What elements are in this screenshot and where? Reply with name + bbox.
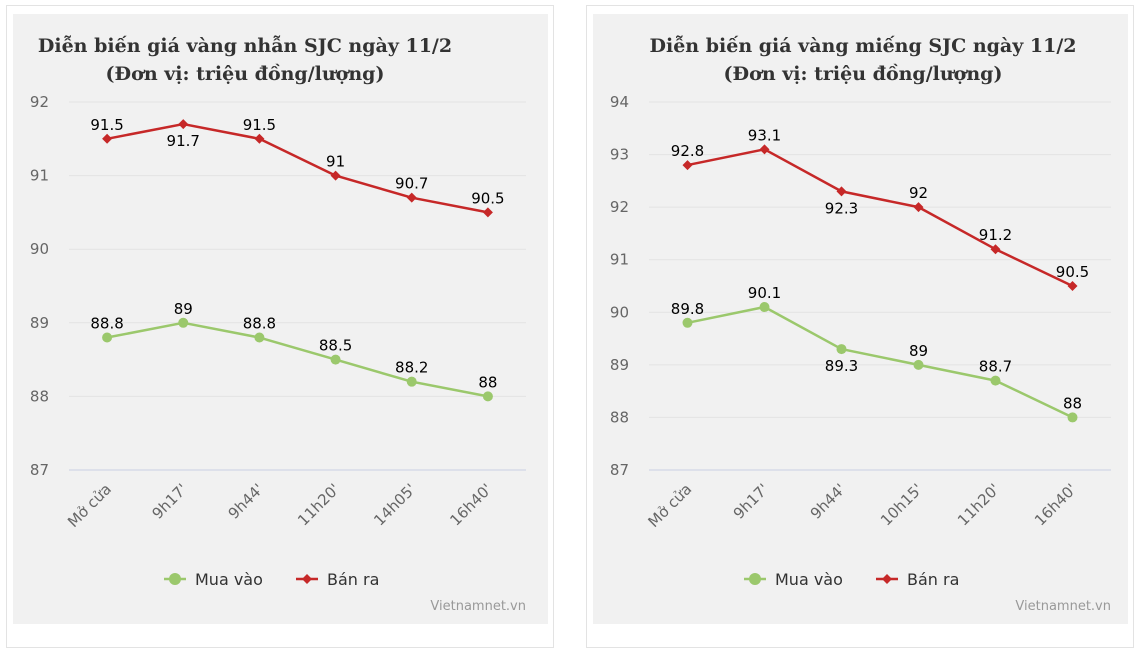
- chart-subtitle: (Đơn vị: triệu đồng/lượng): [724, 63, 1003, 85]
- series-line-mua-vao: [106, 321, 489, 398]
- data-label: 88.5: [319, 337, 352, 355]
- data-label: 89: [909, 342, 928, 360]
- x-tick-label: 9h44': [807, 480, 850, 523]
- data-point: [178, 317, 189, 328]
- legend-item: Mua vào: [775, 570, 843, 589]
- data-point: [836, 186, 847, 197]
- data-point: [682, 317, 693, 328]
- chart-gia-vang-nhan: Diễn biến giá vàng nhẫn SJC ngày 11/2 (Đơ…: [30, 35, 526, 614]
- data-point: [102, 133, 113, 144]
- data-label: 88: [478, 373, 497, 391]
- legend-item: Bán ra: [327, 570, 379, 589]
- legend-marker: [749, 573, 761, 585]
- data-point: [254, 133, 265, 144]
- data-label: 93.1: [748, 126, 781, 144]
- data-label: 88.2: [395, 359, 428, 377]
- data-label: 89.3: [825, 357, 858, 375]
- data-point: [406, 376, 417, 387]
- data-label: 88: [1063, 394, 1082, 412]
- data-point: [759, 302, 770, 313]
- data-point: [102, 332, 113, 343]
- y-tick-label: 88: [30, 387, 49, 405]
- x-tick-label: 11h20': [294, 480, 343, 529]
- data-label: 92.3: [825, 199, 858, 217]
- x-tick-label: 9h44': [225, 480, 268, 523]
- data-label: 89.8: [671, 300, 704, 318]
- legend-marker: [302, 574, 312, 584]
- data-point: [1067, 281, 1078, 291]
- data-label: 90.1: [748, 284, 781, 302]
- x-tick-label: Mở cửa: [645, 480, 696, 531]
- y-tick-label: 93: [610, 146, 629, 164]
- series-line-mua-vao: [687, 305, 1074, 419]
- x-tick-label: 10h15': [877, 480, 926, 529]
- legend-item: Mua vào: [195, 570, 263, 589]
- x-tick-label: 14h05': [370, 480, 419, 529]
- chart-panel-nhan: Diễn biến giá vàng nhẫn SJC ngày 11/2 (Đơ…: [6, 5, 554, 648]
- chart-background: [593, 14, 1128, 624]
- data-point: [682, 160, 693, 171]
- legend-marker: [169, 573, 181, 585]
- y-tick-label: 89: [30, 314, 49, 332]
- credit-text: Vietnamnet.vn: [430, 599, 526, 614]
- data-point: [482, 391, 493, 402]
- data-point: [913, 359, 924, 370]
- chart-gia-vang-mieng: Diễn biến giá vàng miếng SJC ngày 11/2 (Đ…: [610, 35, 1111, 614]
- data-label: 91: [326, 153, 345, 171]
- data-label: 92.8: [671, 142, 704, 160]
- x-tick-label: 9h17': [730, 480, 773, 523]
- data-label: 90.5: [471, 189, 504, 207]
- data-label: 88.7: [979, 358, 1012, 376]
- series-line-ban-ra: [106, 122, 489, 214]
- data-label: 89: [174, 300, 193, 318]
- y-tick-label: 90: [610, 303, 629, 321]
- y-tick-label: 92: [610, 198, 629, 216]
- data-label: 91.5: [243, 116, 276, 134]
- y-tick-label: 89: [610, 356, 629, 374]
- data-point: [759, 144, 770, 155]
- chart-panel-mieng: Diễn biến giá vàng miếng SJC ngày 11/2 (Đ…: [586, 5, 1134, 648]
- data-label: 90.7: [395, 175, 428, 193]
- y-tick-label: 92: [30, 93, 49, 111]
- y-tick-label: 88: [610, 408, 629, 426]
- y-tick-label: 91: [610, 251, 629, 269]
- x-tick-label: 11h20': [954, 480, 1003, 529]
- data-point: [254, 332, 265, 343]
- data-label: 92: [909, 184, 928, 202]
- x-tick-label: Mở cửa: [64, 480, 115, 531]
- data-point: [990, 375, 1001, 386]
- x-tick-label: 9h17': [148, 480, 191, 523]
- data-point: [836, 344, 847, 355]
- y-tick-label: 87: [610, 461, 629, 479]
- data-point: [330, 354, 341, 365]
- y-tick-label: 91: [30, 167, 49, 185]
- data-label: 91.5: [90, 116, 123, 134]
- data-label: 88.8: [90, 315, 123, 333]
- chart-title: Diễn biến giá vàng miếng SJC ngày 11/2: [650, 35, 1077, 57]
- chart-subtitle: (Đơn vị: triệu đồng/lượng): [106, 63, 385, 85]
- series-line-ban-ra: [687, 148, 1074, 288]
- chart-background: [13, 14, 548, 624]
- legend-marker: [882, 574, 892, 584]
- data-label: 91.2: [979, 226, 1012, 244]
- y-tick-label: 90: [30, 240, 49, 258]
- y-tick-label: 87: [30, 461, 49, 479]
- data-point: [1067, 412, 1078, 423]
- credit-text: Vietnamnet.vn: [1015, 599, 1111, 614]
- y-tick-label: 94: [610, 93, 629, 111]
- data-label: 90.5: [1056, 263, 1089, 281]
- chart-title: Diễn biến giá vàng nhẫn SJC ngày 11/2: [38, 35, 452, 57]
- data-label: 88.8: [243, 315, 276, 333]
- x-tick-label: 16h40': [446, 480, 495, 529]
- data-point: [330, 170, 341, 181]
- data-point: [913, 202, 924, 213]
- data-point: [406, 192, 417, 203]
- data-point: [482, 207, 493, 218]
- legend-item: Bán ra: [907, 570, 959, 589]
- data-label: 91.7: [167, 132, 200, 150]
- x-tick-label: 16h40': [1031, 480, 1080, 529]
- data-point: [178, 119, 189, 130]
- data-point: [990, 244, 1001, 255]
